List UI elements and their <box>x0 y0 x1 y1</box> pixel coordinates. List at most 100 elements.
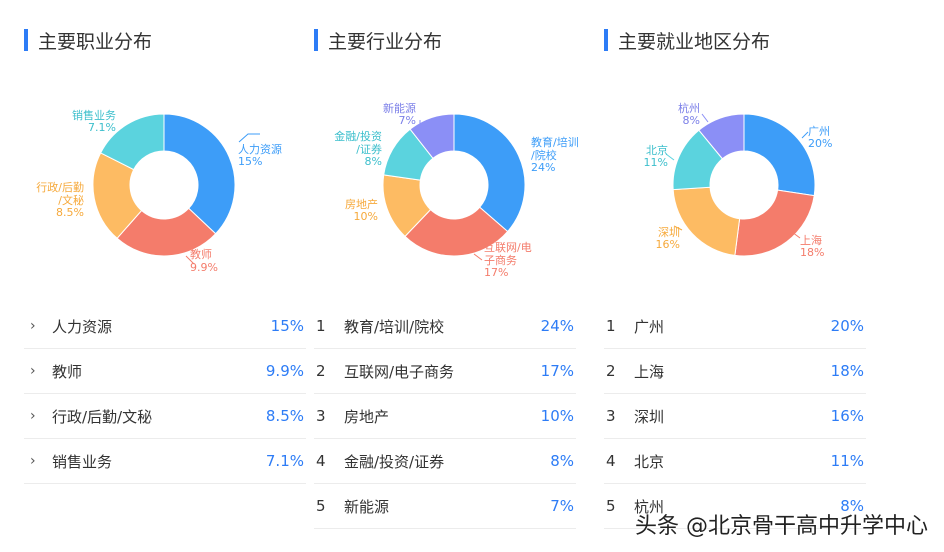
item-value: 17% <box>540 362 574 380</box>
item-value: 11% <box>830 452 864 470</box>
donut-slice-0[interactable] <box>453 113 526 233</box>
donut-slice-0[interactable] <box>163 113 236 235</box>
item-name: 人力资源 <box>52 317 113 336</box>
region-title: 主要就业地区分布 <box>604 28 771 53</box>
item-name: 教育/培训/院校 <box>344 317 445 336</box>
list-item[interactable]: › 行政/后勤/文秘 8.5% <box>24 394 306 439</box>
donut-slice-1[interactable] <box>404 206 509 257</box>
item-name: 深圳 <box>634 407 665 426</box>
list-item[interactable]: 4 金融/投资/证券 8% <box>314 439 576 484</box>
callout-sales-label: 销售业务 <box>72 108 116 122</box>
callout-hz-label: 杭州 <box>678 101 700 115</box>
item-value: 15% <box>270 317 304 335</box>
callout-re-label: 房地产 <box>345 197 378 211</box>
callout-teacher-label: 教师 <box>190 248 212 261</box>
callout-ne-label: 新能源 <box>383 101 416 115</box>
item-name: 房地产 <box>344 407 390 426</box>
item-name: 杭州 <box>634 497 665 516</box>
item-value: 7% <box>550 497 574 515</box>
callout-admin-pct: 8.5% <box>56 206 84 219</box>
donut-slice-4[interactable] <box>409 113 455 159</box>
item-value: 8.5% <box>265 407 304 425</box>
donut-slice-4[interactable] <box>698 113 745 160</box>
item-value: 9.9% <box>265 362 304 380</box>
item-value: 24% <box>540 317 574 335</box>
donut-slice-0[interactable] <box>743 113 816 197</box>
callout-bj-pct: 11% <box>644 156 668 169</box>
industry-callouts: 教育/培训 /院校 24% 互联网/电 子商务 17% 房地产 10% 金融/投… <box>334 101 578 279</box>
list-item[interactable]: 5 新能源 7% <box>314 484 576 529</box>
item-value: 8% <box>550 452 574 470</box>
occupation-donut-chart: 人力资源 15% 教师 9.9% 行政/后勤 /文秘 8.5% 销售业务 7.1… <box>36 108 282 274</box>
item-rank: 1 <box>606 317 616 335</box>
callout-gz-pct: 20% <box>808 137 832 150</box>
item-rank: 4 <box>606 452 616 470</box>
donut-slice-2[interactable] <box>672 186 741 256</box>
chevron-right-icon: › <box>30 318 36 334</box>
donut-slice-1[interactable] <box>734 189 815 257</box>
callout-hr-pct: 15% <box>238 155 262 168</box>
callout-re-pct: 10% <box>354 210 378 223</box>
callout-fin-label-2: /证券 <box>356 142 382 156</box>
occupation-title: 主要职业分布 <box>24 28 153 53</box>
occupation-title-text: 主要职业分布 <box>38 30 153 53</box>
industry-title: 主要行业分布 <box>314 28 443 53</box>
item-rank: 1 <box>316 317 326 335</box>
donut-slice-3[interactable] <box>100 113 165 171</box>
callout-hz-pct: 8% <box>683 114 700 127</box>
industry-donut-chart: 教育/培训 /院校 24% 互联网/电 子商务 17% 房地产 10% 金融/投… <box>334 101 578 279</box>
item-name: 北京 <box>634 452 665 471</box>
callout-teacher-pct: 9.9% <box>190 261 218 274</box>
callout-net-label-1: 互联网/电 <box>484 241 532 254</box>
item-name: 广州 <box>634 317 665 336</box>
callout-bj-label: 北京 <box>646 143 668 157</box>
region-title-text: 主要就业地区分布 <box>618 30 771 53</box>
callout-edu-label-1: 教育/培训 <box>531 135 579 149</box>
list-item[interactable]: 5 杭州 8% <box>604 484 866 529</box>
occupation-list: › 人力资源 15% › 教师 9.9% › 行政/后勤/文秘 8.5% › 销… <box>24 304 306 484</box>
item-name: 上海 <box>634 362 665 381</box>
callout-gz-label: 广州 <box>808 125 830 138</box>
item-name: 行政/后勤/文秘 <box>52 407 153 426</box>
industry-title-text: 主要行业分布 <box>328 30 443 53</box>
item-rank: 4 <box>316 452 326 470</box>
title-accent-bar <box>604 29 608 51</box>
item-name: 金融/投资/证券 <box>344 452 445 471</box>
list-item[interactable]: 3 房地产 10% <box>314 394 576 439</box>
item-value: 20% <box>830 317 864 335</box>
list-item[interactable]: 3 深圳 16% <box>604 394 866 439</box>
industry-panel: 主要行业分布 教育/培训 /院校 24% 互联网/电 子商务 17% 房地产 1… <box>314 0 579 552</box>
item-value: 10% <box>540 407 574 425</box>
list-item[interactable]: 2 互联网/电子商务 17% <box>314 349 576 394</box>
callout-hr-label: 人力资源 <box>238 142 282 156</box>
callout-net-label-2: 子商务 <box>484 253 517 267</box>
item-rank: 2 <box>316 362 326 380</box>
callout-fin-pct: 8% <box>365 155 382 168</box>
list-item[interactable]: 2 上海 18% <box>604 349 866 394</box>
callout-sz-label: 深圳 <box>658 226 680 239</box>
region-list: 1 广州 20% 2 上海 18% 3 深圳 16% 4 北京 11% 5 杭州… <box>604 304 866 529</box>
item-value: 8% <box>840 497 864 515</box>
list-item[interactable]: › 销售业务 7.1% <box>24 439 306 484</box>
region-panel: 主要就业地区分布 广州 20% 上海 18% 深圳 16% 北京 11% 杭州 … <box>604 0 866 552</box>
list-item[interactable]: › 人力资源 15% <box>24 304 306 349</box>
chevron-right-icon: › <box>30 408 36 424</box>
list-item[interactable]: › 教师 9.9% <box>24 349 306 394</box>
chevron-right-icon: › <box>30 453 36 469</box>
item-rank: 3 <box>606 407 616 425</box>
callout-fin-label-1: 金融/投资 <box>334 129 382 143</box>
callout-sales-pct: 7.1% <box>88 121 116 134</box>
callout-sh-pct: 18% <box>800 246 824 259</box>
item-value: 7.1% <box>265 452 304 470</box>
occupation-panel: 主要职业分布 人力资源 15% 教师 9.9% 行政/后勤 /文秘 8.5% 销… <box>24 0 306 552</box>
list-item[interactable]: 1 广州 20% <box>604 304 866 349</box>
callout-ne-pct: 7% <box>399 114 416 127</box>
callout-sz-pct: 16% <box>656 238 680 251</box>
donut-slice-1[interactable] <box>116 207 217 257</box>
list-item[interactable]: 4 北京 11% <box>604 439 866 484</box>
item-value: 16% <box>830 407 864 425</box>
list-item[interactable]: 1 教育/培训/院校 24% <box>314 304 576 349</box>
item-name: 销售业务 <box>52 452 113 471</box>
title-accent-bar <box>24 29 28 51</box>
occupation-callouts: 人力资源 15% 教师 9.9% 行政/后勤 /文秘 8.5% 销售业务 7.1… <box>36 108 282 274</box>
